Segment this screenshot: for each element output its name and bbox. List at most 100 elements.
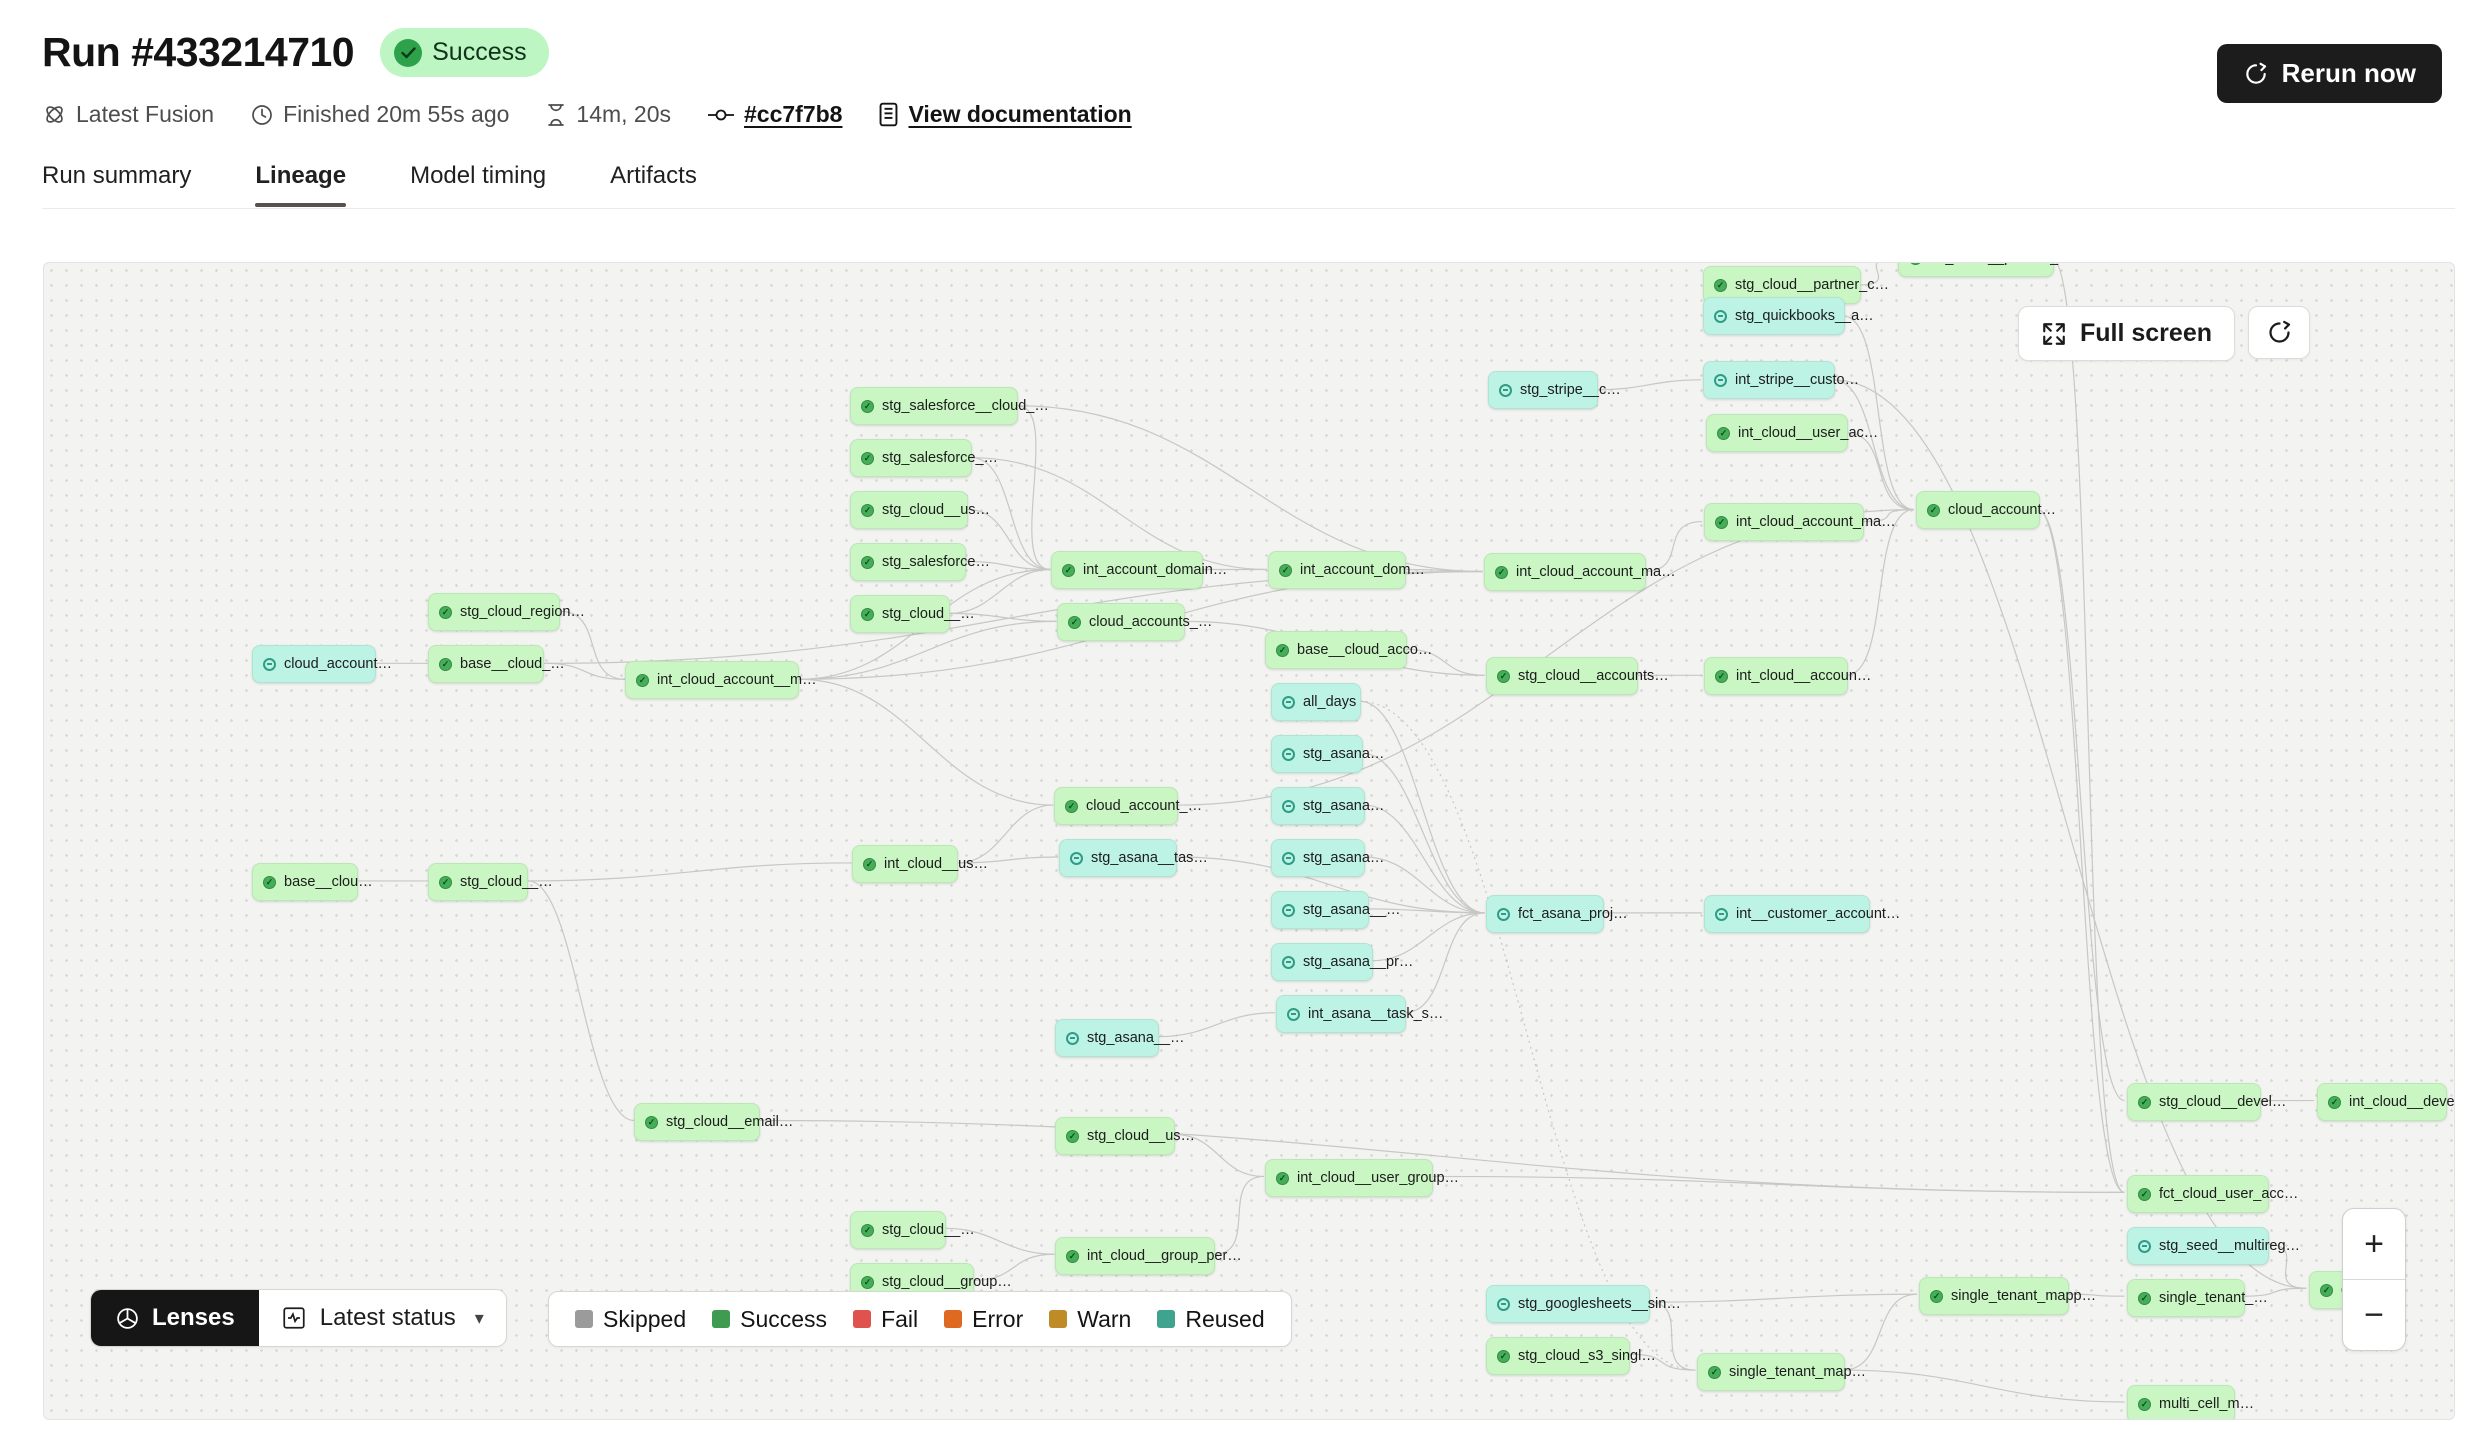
graph-node[interactable]: ✓ stg_salesforce__cloud_… [850,387,1049,425]
node-label: int_cloud__group_per… [1087,1248,1242,1264]
full-screen-button[interactable]: Full screen [2018,306,2235,361]
node-label: int_account_dom… [1300,562,1425,578]
node-label: stg_quickbooks__a… [1735,308,1874,324]
graph-node[interactable]: ✓ stg_cloud__email… [634,1103,793,1141]
node-success-icon: ✓ [1279,563,1292,577]
graph-node[interactable]: fct_asana_proj… [1486,895,1628,933]
full-screen-label: Full screen [2080,319,2212,347]
node-success-icon: ✓ [1495,565,1508,579]
success-check-icon [394,38,423,67]
node-success-icon: ✓ [2138,1095,2151,1109]
lenses-button[interactable]: Lenses [91,1290,259,1346]
graph-node[interactable]: stg_asana__… [1055,1019,1185,1057]
lenses-icon [117,1307,138,1329]
rerun-now-button[interactable]: Rerun now [2216,44,2442,103]
zoom-in-button[interactable]: + [2364,1224,2384,1263]
node-success-icon: ✓ [1066,1249,1079,1263]
graph-node[interactable]: ✓ stg_cloud__us… [1055,1117,1195,1155]
graph-node[interactable]: ✓ stg_salesforce_… [850,439,998,477]
graph-node[interactable]: ✓ stg_cloud__accounts… [1486,657,1669,695]
node-label: single_tenant_map… [1729,1364,1867,1380]
graph-node[interactable]: stg_stripe__c… [1488,371,1621,409]
graph-node[interactable]: ✓ int_cloud__user_group… [1265,1159,1459,1197]
graph-node[interactable]: ✓ int_cloud__partner_con… [1898,263,2096,277]
graph-node[interactable]: ✓ int_cloud_account__m… [625,661,817,699]
refresh-graph-button[interactable] [2248,306,2310,359]
tab-artifacts[interactable]: Artifacts [610,162,697,189]
graph-node[interactable]: ✓ stg_cloud__us… [850,491,990,529]
node-reused-icon [1714,309,1727,323]
graph-node[interactable]: stg_asana… [1271,839,1384,877]
node-label: stg_cloud__… [882,1222,975,1238]
node-label: stg_cloud_region… [460,604,585,620]
graph-node[interactable]: ✓ single_tenant_mapp… [1919,1277,2096,1315]
graph-node[interactable]: ✓ int_cloud__us… [852,845,988,883]
node-label: single_tenant_mapp… [1951,1288,2097,1304]
node-label: int__customer_account… [1736,906,1901,922]
graph-node[interactable]: ✓ int_account_domain… [1051,551,1227,589]
graph-node[interactable]: stg_googlesheets__sin… [1486,1285,1681,1323]
graph-node[interactable]: ✓ cloud_accounts_… [1057,603,1212,641]
graph-node[interactable]: ✓ int_account_dom… [1268,551,1425,589]
tab-lineage[interactable]: Lineage [255,162,346,207]
graph-node[interactable]: int_stripe__custo… [1703,361,1859,399]
graph-node[interactable]: ✓ stg_cloud__… [850,595,975,633]
node-label: stg_salesforce_… [882,450,999,466]
graph-node[interactable]: ✓ stg_cloud__devel… [2127,1083,2286,1121]
node-success-icon: ✓ [1708,1365,1721,1379]
graph-node[interactable]: int_asana__task_s… [1276,995,1443,1033]
node-reused-icon [263,657,276,671]
graph-node[interactable]: ✓ base__clou… [252,863,373,901]
node-reused-icon [1282,851,1295,865]
commit-link[interactable]: #cc7f7b8 [707,101,842,128]
graph-node[interactable]: ✓ stg_cloud_region… [428,593,585,631]
graph-node[interactable]: ✓ int_cloud__group_per… [1055,1237,1242,1275]
graph-node[interactable]: cloud_account… [252,645,392,683]
node-label: fct_cloud_user_acc… [2159,1186,2299,1202]
tabs-divider [42,208,2455,209]
graph-node[interactable]: int__customer_account… [1704,895,1900,933]
graph-node[interactable]: ✓ stg_cloud__… [428,863,553,901]
tab-model-timing[interactable]: Model timing [410,162,547,189]
graph-node[interactable]: ✓ int_cloud__accoun… [1704,657,1871,695]
graph-node[interactable]: ✓ stg_cloud_s3_singl… [1486,1337,1656,1375]
node-label: stg_cloud__… [882,606,975,622]
node-success-icon: ✓ [2138,1187,2151,1201]
node-success-icon: ✓ [1930,1289,1943,1303]
graph-node[interactable]: ✓ single_tenant_… [2127,1279,2268,1317]
graph-node[interactable]: stg_seed__multireg… [2127,1227,2300,1265]
graph-node[interactable]: ✓ cloud_account_… [1054,787,1202,825]
graph-node[interactable]: ✓ int_cloud_account_ma… [1704,503,1896,541]
node-label: int_cloud__user_group… [1297,1170,1460,1186]
graph-node[interactable]: stg_asana… [1271,787,1384,825]
view-documentation-link[interactable]: View documentation [878,101,1132,128]
document-icon [880,102,898,127]
lineage-canvas[interactable]: ✓ stg_cloud__partner_c… ✓ int_cloud__partne… [43,262,2455,1420]
legend-item-warn: Warn [1049,1306,1131,1333]
graph-node[interactable]: stg_asana__tas… [1059,839,1208,877]
graph-node[interactable]: ✓ single_tenant_map… [1697,1353,1866,1391]
graph-node[interactable]: ✓ multi_cell_m… [2127,1385,2254,1419]
node-label: int_cloud__us… [884,856,988,872]
graph-node[interactable]: ✓ int_cloud_account_ma… [1484,553,1676,591]
graph-node[interactable]: ✓ base__cloud_… [428,645,565,683]
graph-node[interactable]: stg_asana__pr… [1271,943,1413,981]
graph-node[interactable]: all_days [1271,683,1361,721]
graph-node[interactable]: stg_quickbooks__a… [1703,297,1874,335]
legend-item-error: Error [944,1306,1023,1333]
graph-node[interactable]: ✓ cloud_account… [1916,491,2056,529]
lineage-edges [358,263,2315,1403]
graph-node[interactable]: ✓ stg_cloud__… [850,1211,975,1249]
graph-node[interactable]: ✓ fct_cloud_user_acc… [2127,1175,2298,1213]
legend-swatch-error [944,1310,963,1328]
tab-run-summary[interactable]: Run summary [42,162,192,189]
graph-node[interactable]: ✓ stg_salesforce… [850,543,990,581]
graph-node[interactable]: stg_asana… [1271,735,1384,773]
zoom-out-button[interactable]: − [2364,1295,2384,1334]
status-lens-dropdown[interactable]: Latest status ▾ [258,1290,506,1346]
graph-node[interactable]: ✓ base__cloud_acco… [1265,631,1432,669]
graph-node[interactable]: ✓ int_cloud__user_ac… [1706,414,1878,452]
graph-node[interactable]: stg_asana__… [1271,891,1401,929]
graph-node[interactable]: ✓ int_cloud__devel… [2317,1083,2454,1121]
